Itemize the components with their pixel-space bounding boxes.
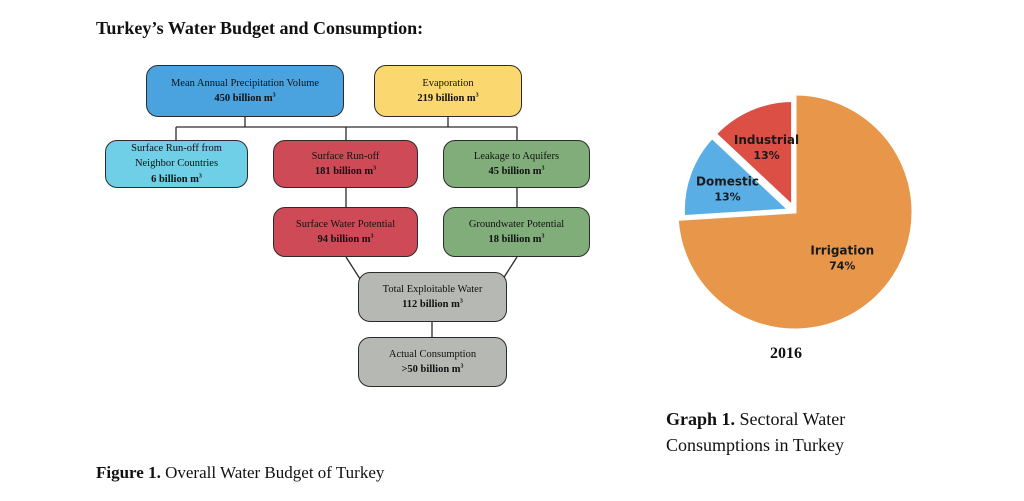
node-evaporation: Evaporation 219 billion m3 [374, 65, 522, 117]
pie-value-industrial: 13% [753, 149, 779, 162]
node-label: Leakage to Aquifers [473, 150, 560, 162]
node-actual-consumption: Actual Consumption >50 billion m3 [358, 337, 507, 387]
node-surface-runoff: Surface Run-off 181 billion m3 [273, 140, 418, 188]
pie-labels: Irrigation 74% Domestic 13% Industrial 13% [696, 133, 874, 272]
pie-chart: Irrigation 74% Domestic 13% Industrial 13% [675, 92, 915, 332]
pie-slices [675, 92, 915, 332]
node-amount: 181 billion m3 [314, 165, 377, 178]
figure-caption: Figure 1. Overall Water Budget of Turkey [96, 463, 384, 483]
node-neighbor-runoff: Surface Run-off from Neighbor Countries … [105, 140, 248, 188]
node-amount: 6 billion m3 [151, 173, 202, 185]
node-label: Surface Water Potential [295, 218, 396, 230]
node-label: Surface Run-off [311, 150, 380, 162]
pie-slice-irrigation [675, 92, 915, 332]
node-label: Actual Consumption [388, 348, 477, 360]
figure-caption-text: Overall Water Budget of Turkey [160, 463, 385, 482]
pie-slice-industrial [713, 98, 795, 210]
pie-label-irrigation: Irrigation [810, 243, 874, 257]
node-amount: 450 billion m3 [214, 92, 276, 105]
node-label: Neighbor Countries [134, 158, 219, 170]
node-amount: 94 billion m3 [317, 233, 374, 246]
pie-value-irrigation: 74% [829, 259, 855, 272]
pie-label-domestic: Domestic [696, 175, 759, 189]
node-surface-water-potential: Surface Water Potential 94 billion m3 [273, 207, 418, 257]
node-amount: 45 billion m3 [488, 165, 545, 178]
node-label: Surface Run-off from [131, 143, 222, 155]
node-amount: 18 billion m3 [488, 233, 545, 246]
graph-caption-line1: Sectoral Water [735, 409, 846, 429]
graph-caption-prefix: Graph 1. [666, 409, 736, 429]
pie-value-domestic: 13% [714, 191, 740, 204]
graph-caption: Graph 1. Sectoral Water Consumptions in … [666, 406, 845, 458]
node-total-exploitable: Total Exploitable Water 112 billion m3 [358, 272, 507, 322]
pie-label-industrial: Industrial [734, 133, 799, 147]
node-label: Total Exploitable Water [382, 283, 483, 295]
node-amount: 112 billion m3 [402, 298, 463, 311]
node-amount: 219 billion m3 [417, 92, 479, 105]
node-label: Mean Annual Precipitation Volume [170, 77, 320, 89]
node-label: Groundwater Potential [468, 218, 565, 230]
page-title: Turkey’s Water Budget and Consumption: [96, 18, 424, 38]
graph-caption-line2: Consumptions in Turkey [666, 435, 845, 456]
node-leakage-aquifers: Leakage to Aquifers 45 billion m3 [443, 140, 590, 188]
figure-caption-prefix: Figure 1. [96, 463, 161, 482]
node-amount: >50 billion m3 [401, 363, 464, 376]
node-groundwater-potential: Groundwater Potential 18 billion m3 [443, 207, 590, 257]
pie-year-label: 2016 [770, 345, 802, 362]
node-label: Evaporation [422, 77, 474, 89]
pie-slice-domestic [681, 135, 793, 219]
node-precipitation: Mean Annual Precipitation Volume 450 bil… [146, 65, 344, 117]
